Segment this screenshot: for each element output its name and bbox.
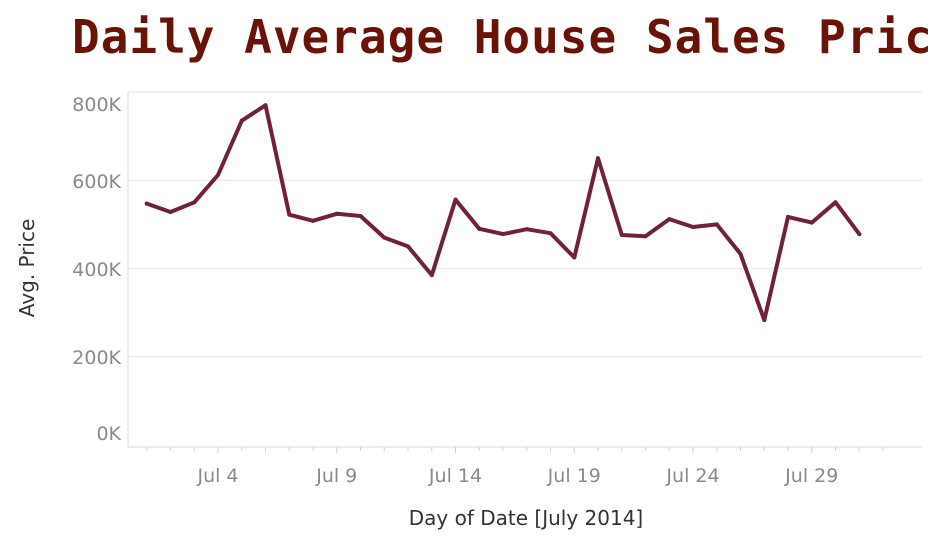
chart-title: Daily Average House Sales Price: [72, 10, 931, 64]
x-tick-label: Jul 29: [784, 465, 838, 487]
y-tick-label: 400K: [72, 259, 121, 281]
data-point: [786, 214, 790, 219]
x-tick-label: Jul 4: [196, 465, 238, 487]
data-point: [667, 217, 672, 222]
series-line-layer: [144, 103, 862, 323]
series-line: [144, 103, 862, 323]
x-tick-label: Jul 14: [428, 465, 482, 487]
data-point: [287, 212, 292, 217]
data-point: [382, 235, 387, 240]
data-point: [192, 200, 197, 205]
data-point: [263, 103, 268, 108]
x-axis-title: Day of Date [July 2014]: [409, 506, 643, 530]
y-axis-title: Avg. Price: [15, 219, 39, 318]
data-point: [524, 227, 529, 232]
data-point: [358, 213, 363, 218]
data-point: [548, 231, 553, 236]
data-point: [691, 225, 695, 230]
data-point: [643, 234, 648, 239]
data-point: [809, 220, 814, 225]
x-tick-label: Jul 9: [315, 465, 357, 487]
data-point: [144, 201, 149, 206]
data-point: [311, 218, 315, 223]
data-point: [429, 273, 434, 278]
data-point: [477, 226, 482, 231]
data-point: [453, 197, 458, 202]
x-tick-label: Jul 24: [665, 465, 719, 487]
axes: [127, 92, 922, 453]
data-point: [833, 200, 838, 205]
y-tick-label: 200K: [72, 347, 121, 369]
data-point: [216, 172, 220, 177]
data-point: [738, 251, 743, 256]
data-point: [168, 210, 173, 215]
data-point: [857, 232, 862, 237]
data-point: [501, 232, 505, 237]
y-tick-label: 0K: [96, 423, 121, 445]
data-point: [572, 255, 577, 260]
tick-labels: 0K 200K 400K 600K 800K Jul 4 Jul 9 Jul 14 Jul 19…: [72, 94, 838, 487]
data-point: [714, 222, 719, 227]
gridlines: [128, 91, 922, 358]
y-tick-label: 800K: [72, 94, 121, 116]
data-point: [619, 232, 624, 237]
data-point: [596, 156, 600, 161]
data-point: [239, 118, 244, 123]
x-tick-label: Jul 19: [547, 465, 601, 487]
y-tick-label: 600K: [72, 171, 121, 193]
data-point: [762, 318, 767, 323]
data-point: [334, 211, 339, 216]
data-point: [406, 244, 410, 249]
